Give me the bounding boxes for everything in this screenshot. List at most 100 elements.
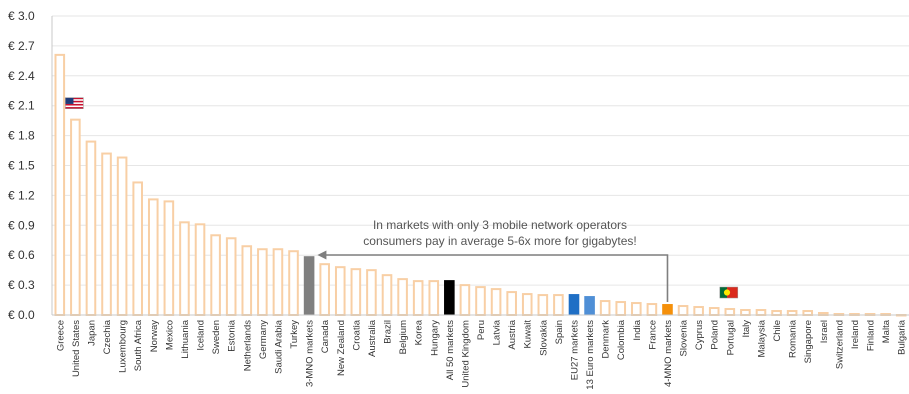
x-tick-label: Latvia — [492, 319, 503, 345]
bar — [615, 301, 627, 316]
x-tick-label: Italy — [741, 320, 752, 338]
bar — [350, 268, 362, 317]
y-tick-label: € 1.5 — [8, 159, 35, 173]
x-tick-label: Slovakia — [538, 319, 549, 356]
annotation-line-1: In markets with only 3 mobile network op… — [373, 218, 627, 232]
x-tick-label: Netherlands — [242, 320, 253, 371]
x-tick-label: Norway — [149, 320, 160, 352]
x-tick-label: Slovenia — [679, 319, 690, 356]
bar — [70, 118, 81, 317]
x-tick-label: Lithuania — [180, 319, 191, 358]
x-tick-label: Mexico — [164, 320, 175, 350]
bar — [54, 53, 66, 317]
x-tick-label: Spain — [554, 320, 565, 344]
x-tick-label: Australia — [367, 319, 378, 357]
x-tick-label: 3-MNO markets — [305, 320, 316, 387]
x-tick-label: All 50 markets — [445, 320, 456, 380]
x-tick-label: 13 Euro markets — [585, 320, 596, 390]
bar — [506, 291, 517, 316]
y-tick-label: € 1.8 — [8, 129, 35, 143]
x-tick-label: EU27 markets — [569, 320, 580, 380]
bar — [475, 286, 486, 317]
bar — [786, 310, 798, 316]
bar — [319, 263, 330, 317]
bar — [85, 140, 97, 316]
x-tick-label: Sweden — [211, 320, 222, 354]
bar — [272, 248, 284, 316]
x-tick-label: Kuwait — [523, 320, 534, 349]
annotation: In markets with only 3 mobile network op… — [317, 218, 669, 303]
x-tick-label: Portugal — [725, 320, 736, 355]
x-tick-label: Colombia — [616, 319, 627, 360]
bar — [397, 278, 408, 316]
x-tick-label: United Kingdom — [460, 320, 471, 388]
x-tick-label: Greece — [55, 320, 66, 351]
y-tick-label: € 1.2 — [8, 188, 35, 202]
x-tick-label: Malaysia — [756, 319, 767, 357]
bar — [132, 181, 143, 316]
x-tick-label: United States — [71, 320, 82, 377]
bar — [459, 284, 471, 316]
x-tick-label: Poland — [710, 320, 721, 350]
x-tick-label: France — [647, 320, 658, 350]
bar — [366, 269, 377, 316]
bar — [724, 308, 736, 317]
x-tick-label: Hungary — [429, 320, 440, 356]
y-tick-label: € 0.9 — [8, 218, 35, 232]
portugal-flag-icon — [719, 286, 739, 299]
annotation-arrow-line — [325, 254, 669, 303]
x-tick-label: Ireland — [850, 320, 861, 349]
x-tick-label: Chile — [772, 320, 783, 342]
x-tick-label: South Africa — [133, 319, 144, 371]
x-tick-label: Brazil — [383, 320, 394, 344]
y-tick-label: € 2.7 — [8, 39, 35, 53]
x-tick-label: 4-MNO markets — [663, 320, 674, 387]
bar — [490, 288, 502, 316]
y-tick-label: € 3.0 — [8, 9, 35, 23]
x-tick-label: Germany — [258, 320, 269, 359]
bars — [54, 53, 907, 317]
bar — [116, 156, 128, 316]
bar — [428, 280, 440, 317]
bar — [257, 248, 268, 316]
y-tick-label: € 0.0 — [8, 308, 35, 322]
bar — [755, 309, 767, 316]
x-tick-label: Cyprus — [694, 320, 705, 350]
y-tick-label: € 2.4 — [8, 69, 35, 83]
x-tick-label: New Zealand — [336, 320, 347, 376]
bar — [631, 302, 642, 317]
x-tick-label: Saudi Arabia — [273, 319, 284, 374]
x-axis: Greece United States Japan Czechia Luxembour… — [52, 314, 909, 390]
annotation-arrow-head — [317, 250, 327, 260]
bar — [553, 294, 564, 317]
x-tick-label: Denmark — [601, 320, 612, 359]
bar — [101, 152, 112, 316]
y-tick-label: € 0.6 — [8, 248, 35, 262]
bar — [412, 280, 424, 317]
bar — [802, 310, 814, 316]
bar — [210, 234, 221, 317]
bar — [521, 293, 533, 316]
bar — [241, 245, 253, 317]
bar — [194, 223, 206, 317]
bar — [444, 280, 455, 315]
x-tick-label: Israel — [819, 320, 830, 343]
x-tick-label: Switzerland — [834, 320, 845, 369]
bar — [584, 296, 595, 315]
y-axis: € 0.0 € 0.3 € 0.6 € 0.9 € 1.2 € 1.5 € 1.8 € 2.1… — [8, 9, 53, 322]
bar — [288, 250, 299, 316]
bar — [771, 310, 782, 316]
bar — [163, 200, 175, 316]
x-tick-label: Japan — [86, 320, 97, 346]
x-tick-label: Peru — [476, 320, 487, 340]
bar — [147, 198, 159, 316]
bar — [677, 305, 689, 316]
bar — [381, 274, 393, 316]
x-tick-label: Finland — [866, 320, 877, 351]
flags — [65, 97, 739, 299]
y-tick-label: € 2.1 — [8, 99, 35, 113]
x-tick-label: Turkey — [289, 320, 300, 349]
bar — [646, 303, 658, 317]
x-tick-label: Singapore — [803, 320, 814, 363]
x-tick-label: Austria — [507, 319, 518, 349]
